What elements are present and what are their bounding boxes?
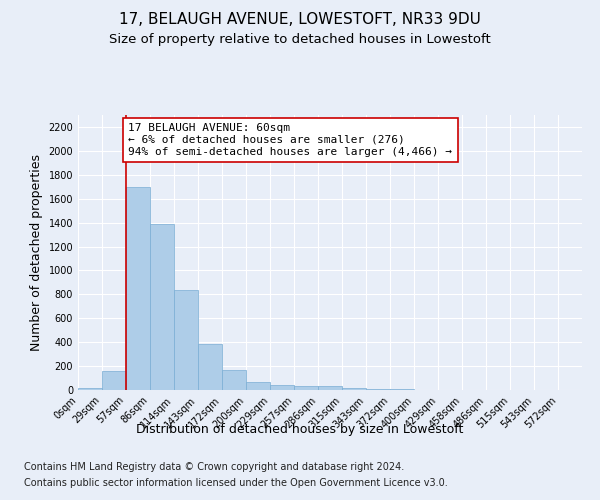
- Text: Contains HM Land Registry data © Crown copyright and database right 2024.: Contains HM Land Registry data © Crown c…: [24, 462, 404, 472]
- Bar: [150, 224, 174, 390]
- Text: Size of property relative to detached houses in Lowestoft: Size of property relative to detached ho…: [109, 32, 491, 46]
- Bar: [342, 388, 366, 390]
- Bar: [198, 344, 222, 390]
- Bar: [78, 388, 102, 390]
- Bar: [366, 389, 390, 390]
- Bar: [294, 386, 318, 390]
- Bar: [246, 382, 270, 390]
- Bar: [174, 290, 198, 390]
- Bar: [270, 385, 294, 390]
- Bar: [222, 370, 246, 390]
- Text: Contains public sector information licensed under the Open Government Licence v3: Contains public sector information licen…: [24, 478, 448, 488]
- Text: Distribution of detached houses by size in Lowestoft: Distribution of detached houses by size …: [136, 422, 464, 436]
- Text: 17 BELAUGH AVENUE: 60sqm
← 6% of detached houses are smaller (276)
94% of semi-d: 17 BELAUGH AVENUE: 60sqm ← 6% of detache…: [128, 124, 452, 156]
- Text: 17, BELAUGH AVENUE, LOWESTOFT, NR33 9DU: 17, BELAUGH AVENUE, LOWESTOFT, NR33 9DU: [119, 12, 481, 28]
- Y-axis label: Number of detached properties: Number of detached properties: [30, 154, 43, 351]
- Bar: [126, 186, 150, 390]
- Bar: [102, 372, 126, 390]
- Bar: [318, 386, 342, 390]
